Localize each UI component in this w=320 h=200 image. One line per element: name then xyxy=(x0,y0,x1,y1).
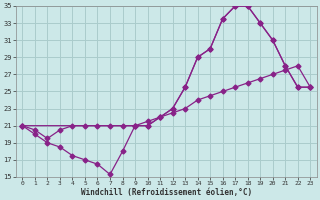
X-axis label: Windchill (Refroidissement éolien,°C): Windchill (Refroidissement éolien,°C) xyxy=(81,188,252,197)
